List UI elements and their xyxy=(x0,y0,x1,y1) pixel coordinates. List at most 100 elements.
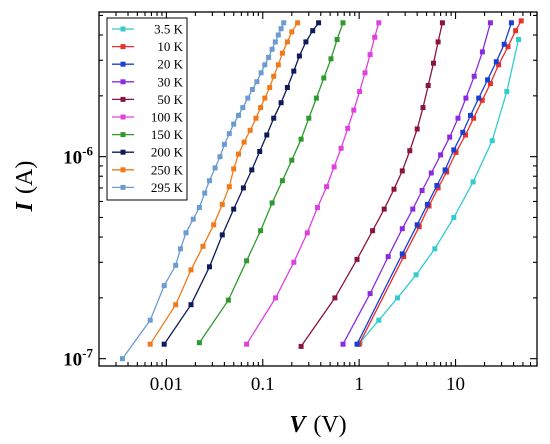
series-line xyxy=(121,22,285,360)
data-point xyxy=(271,73,277,79)
data-point xyxy=(331,164,337,170)
data-point xyxy=(518,18,524,24)
x-axis-title: V (V) xyxy=(289,412,346,438)
series-line xyxy=(358,20,522,345)
plot-frame xyxy=(98,11,538,367)
data-point xyxy=(442,167,448,173)
data-point xyxy=(219,232,225,238)
data-point xyxy=(173,262,179,268)
data-point xyxy=(328,56,334,62)
data-point xyxy=(508,20,514,26)
data-point xyxy=(241,139,247,145)
data-point xyxy=(249,87,255,92)
data-point xyxy=(447,134,453,140)
data-point xyxy=(258,105,264,111)
series-3 xyxy=(340,20,493,347)
data-point xyxy=(505,44,511,50)
data-point xyxy=(295,20,301,26)
series-5 xyxy=(244,20,382,347)
data-point xyxy=(226,131,232,137)
data-point xyxy=(410,206,416,212)
series-line xyxy=(356,22,513,345)
data-point xyxy=(226,184,232,190)
data-point xyxy=(471,73,477,79)
data-point xyxy=(321,75,327,81)
data-point xyxy=(304,230,310,236)
data-point xyxy=(257,149,263,154)
data-point xyxy=(504,89,510,95)
data-point xyxy=(231,206,237,212)
data-point xyxy=(291,68,297,74)
legend-label: 3.5 K xyxy=(154,22,184,37)
data-point xyxy=(451,147,457,153)
data-point xyxy=(501,41,507,47)
data-point xyxy=(485,77,491,83)
data-point xyxy=(253,115,259,121)
series-8 xyxy=(147,20,301,347)
data-point xyxy=(254,79,260,85)
legend-label: 50 K xyxy=(157,92,183,107)
y-tick-label: 10-7 xyxy=(63,346,93,371)
data-point xyxy=(376,20,382,26)
data-point xyxy=(278,100,284,106)
legend-swatch-marker xyxy=(120,167,126,173)
data-point xyxy=(258,228,264,234)
legend-swatch-marker xyxy=(120,96,126,102)
legend-entry: 50 K xyxy=(112,92,184,107)
legend-swatch-marker xyxy=(120,79,126,85)
data-point xyxy=(395,295,400,301)
data-point xyxy=(313,95,319,101)
data-point xyxy=(435,39,441,45)
data-point xyxy=(225,297,231,303)
series-7 xyxy=(161,20,322,347)
data-point xyxy=(476,95,482,101)
data-point xyxy=(493,59,499,65)
data-point xyxy=(211,222,217,228)
data-point xyxy=(188,267,194,273)
data-point xyxy=(414,222,420,228)
data-point xyxy=(338,145,344,151)
data-point xyxy=(401,254,407,260)
data-point xyxy=(513,28,519,34)
data-point xyxy=(202,190,208,196)
data-point xyxy=(340,341,346,347)
legend-entry: 30 K xyxy=(112,74,184,89)
data-point xyxy=(271,115,277,121)
data-point xyxy=(279,50,285,56)
data-point xyxy=(303,39,309,45)
data-point xyxy=(281,20,287,26)
data-point xyxy=(324,184,330,190)
legend-label: 150 K xyxy=(151,127,184,142)
data-point xyxy=(376,317,382,323)
data-point xyxy=(183,230,189,236)
data-point xyxy=(489,138,495,144)
series-0 xyxy=(355,37,521,347)
data-point xyxy=(264,132,270,138)
legend-swatch-marker xyxy=(120,114,126,120)
data-point xyxy=(269,200,275,206)
data-point xyxy=(463,95,469,101)
data-point xyxy=(221,141,227,147)
data-point xyxy=(424,201,430,207)
data-point xyxy=(419,188,425,193)
data-point xyxy=(362,70,368,76)
data-point xyxy=(240,105,246,111)
series-6 xyxy=(196,20,346,346)
y-axis-title: I(A) xyxy=(12,161,38,213)
data-point xyxy=(298,136,304,142)
data-point xyxy=(332,295,338,301)
legend-label: 10 K xyxy=(157,39,183,54)
data-point xyxy=(279,178,285,184)
data-point xyxy=(275,32,281,38)
data-point xyxy=(284,39,290,45)
data-point xyxy=(244,258,250,264)
x-tick-label: 0.1 xyxy=(251,374,275,395)
legend-entry: 295 K xyxy=(112,180,184,195)
data-point xyxy=(249,167,255,173)
data-point xyxy=(471,115,477,121)
data-point xyxy=(291,259,297,265)
data-point xyxy=(316,20,322,26)
legend-label: 200 K xyxy=(151,145,184,160)
data-point xyxy=(272,39,278,45)
